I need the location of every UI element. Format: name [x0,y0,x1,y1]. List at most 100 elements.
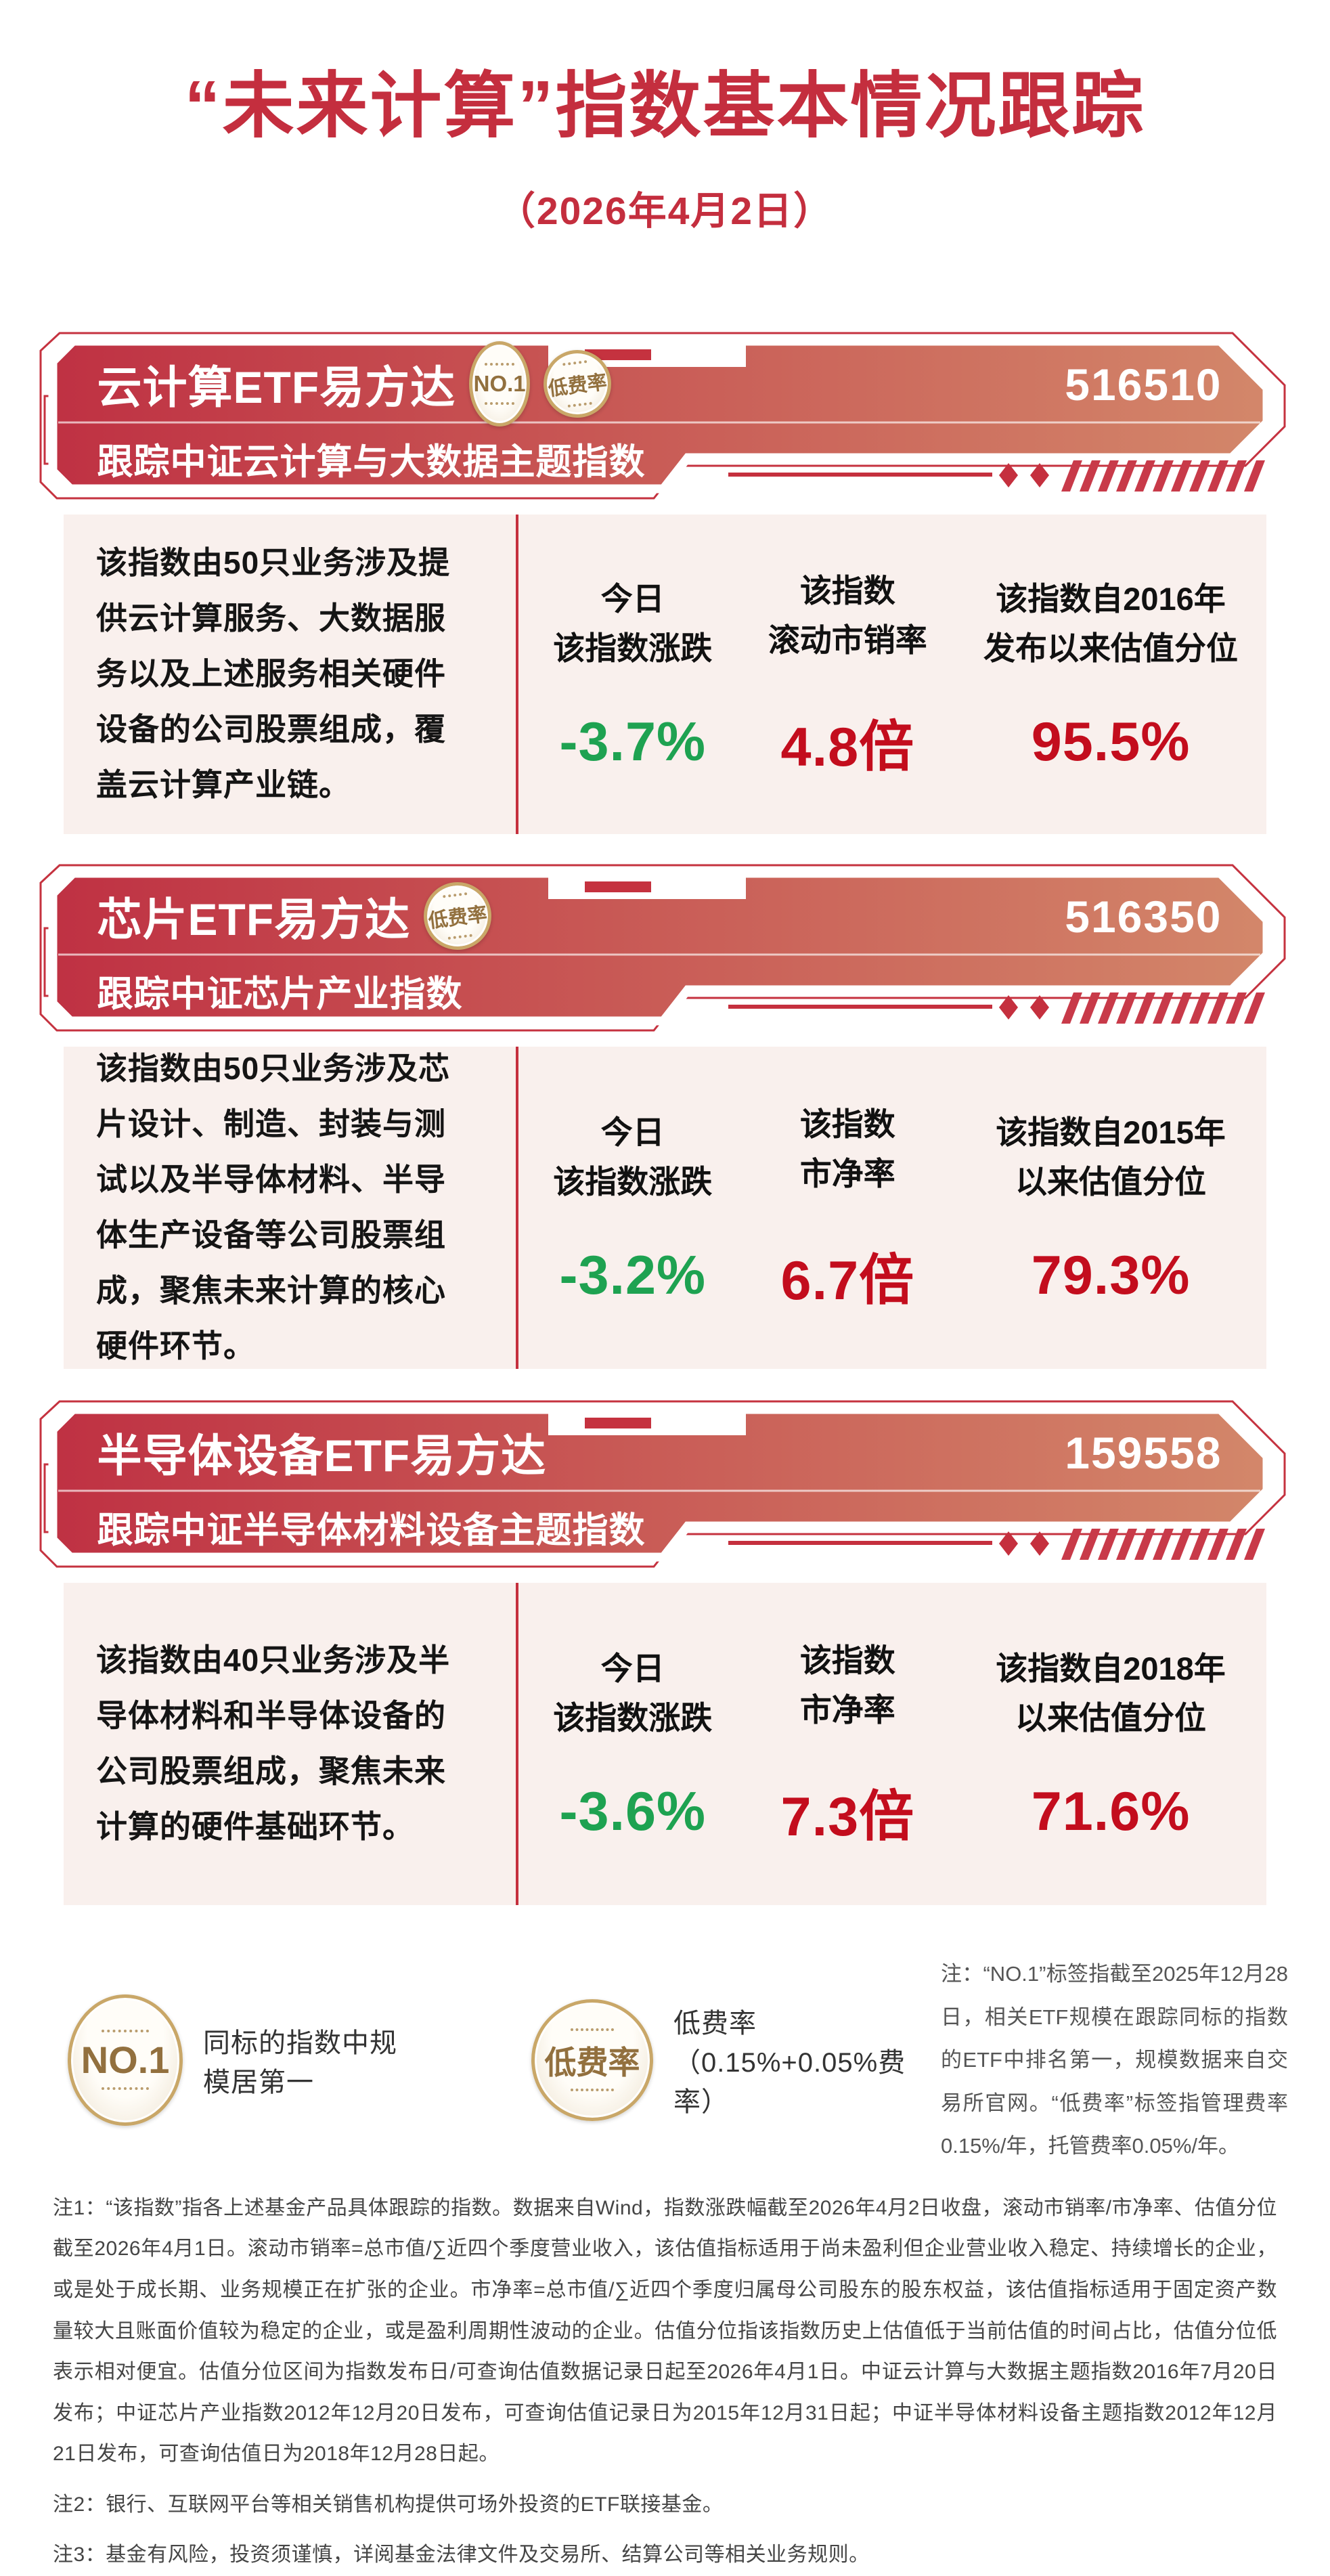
banner-title-row: 云计算ETF易方达 NO.1 低费率 [97,341,615,427]
stats-row: 今日 该指数涨跌 -3.7% 该指数 滚动市销率 4.8倍 该指数自2016年 … [516,567,1266,783]
banner-deco-diamonds [998,995,1049,1020]
banner-title-row: 芯片ETF易方达 低费率 [97,877,495,955]
banner-background-graphic [39,1400,1285,1568]
badge-legend: NO.1 同标的指数中规模居第一 低费率 低费率（0.15%+0.05%费率） … [68,1952,1288,2168]
stat-label: 该指数自2015年 [996,1114,1226,1150]
fund-description: 该指数由50只业务涉及提供云计算服务、大数据服务以及上述服务相关硬件设备的公司股… [96,545,451,802]
badge-dots [562,360,588,366]
stat-label: 以来估值分位 [1015,1163,1207,1200]
no1-badge-icon: NO.1 [469,341,531,427]
stat-value: -3.7% [559,712,707,773]
stat-label: 该指数 [799,1106,895,1142]
stat-valuation-percentile: 该指数自2018年 以来估值分位 71.6% [955,1644,1266,1844]
badge-dots [567,401,593,408]
page-date: （2026年4月2日） [496,190,834,233]
stat-value: -3.2% [559,1245,707,1307]
fund-tracking-index: 跟踪中证半导体材料设备主题指数 [97,1510,646,1550]
stat-label: 今日 [600,1114,665,1150]
stat-label: 该指数自2016年 [996,580,1226,617]
fund-card-chip: 该指数由50只业务涉及芯片设计、制造、封装与测试以及半导体材料、半导体生产设备等… [64,1047,1266,1369]
badge-dots [102,2087,149,2091]
stat-label: 发布以来估值分位 [983,630,1239,666]
stat-value: 7.3倍 [780,1787,915,1848]
banner-shape [48,336,1271,494]
stat-valuation-ratio: 该指数 市净率 6.7倍 [740,1100,956,1316]
stat-label: 该指数 [799,572,895,609]
stat-value: 6.7倍 [780,1250,915,1312]
stat-label: 该指数 [799,1642,895,1678]
badge-label: 低费率 [427,903,489,933]
badge-label: 低费率 [544,2045,640,2081]
badge-legend-note: 注：“NO.1”标签指截至2025年12月28日，相关ETF规模在跟踪同标的指数… [940,1962,1288,2158]
fund-name: 芯片ETF易方达 [97,894,411,944]
stat-daily-change: 今日 该指数涨跌 -3.6% [525,1644,740,1844]
banner-semiconductor-etf: 半导体设备ETF易方达 159558 跟踪中证半导体材料设备主题指数 [39,1400,1291,1569]
fund-code: 516350 [1065,892,1222,942]
low-fee-badge-icon: 低费率 [539,346,615,422]
badge-dots [102,2030,149,2033]
badge-dots [570,2089,614,2092]
footnote-3: 注3：基金有风险，投资须谨慎，详阅基金法律文件及交易所、结算公司等相关业务规则。 [53,2544,870,2567]
stat-label: 滚动市销率 [768,621,927,658]
fund-code: 516510 [1065,359,1222,410]
banner-cloud-etf: 云计算ETF易方达 NO.1 低费率 516510 跟踪中证云计算与大数据主题指… [39,332,1291,501]
banner-notch-dash [584,881,651,892]
fund-card-semiconductor: 该指数由40只业务涉及半导体材料和半导体设备的公司股票组成，聚焦未来计算的硬件基… [64,1583,1266,1905]
no1-badge-icon: NO.1 [68,1994,183,2126]
stat-value: -3.6% [559,1781,707,1843]
stats-row: 今日 该指数涨跌 -3.2% 该指数 市净率 6.7倍 该指数自2015年 以来… [516,1100,1266,1316]
stat-label: 该指数涨跌 [553,1699,713,1736]
badge-dots [485,402,515,405]
banner-deco-diamonds [998,463,1049,487]
stat-value: 4.8倍 [780,717,915,779]
vertical-divider [516,1583,518,1905]
banner-deco-diamonds [998,1531,1049,1556]
fund-tracking-index: 跟踪中证云计算与大数据主题指数 [97,442,646,482]
banner-deco-line [728,473,992,477]
banner-background-graphic [39,332,1285,500]
banner-title-row: 半导体设备ETF易方达 [97,1414,547,1491]
footnotes: 注1：“该指数”指各上述基金产品具体跟踪的指数。数据来自Wind，指数涨跌幅截至… [53,2188,1277,2576]
stat-value: 71.6% [1031,1781,1191,1843]
stat-label: 今日 [600,1650,665,1686]
header: “未来计算”指数基本情况跟踪 （2026年4月2日） [0,0,1330,236]
footnote-2: 注2：银行、互联网平台等相关销售机构提供可场外投资的ETF联接基金。 [53,2493,724,2516]
stat-label: 市净率 [799,1691,895,1728]
banner-notch-dash [584,1418,651,1428]
stat-label: 市净率 [799,1155,895,1192]
fund-code: 159558 [1065,1428,1222,1478]
fund-description: 该指数由50只业务涉及芯片设计、制造、封装与测试以及半导体材料、半导体生产设备等… [96,1051,451,1363]
fund-name: 云计算ETF易方达 [97,362,456,412]
fund-tracking-index: 跟踪中证芯片产业指数 [97,974,463,1014]
vertical-divider [516,1047,518,1369]
stat-valuation-ratio: 该指数 滚动市销率 4.8倍 [740,567,956,783]
banner-background-graphic [39,864,1285,1032]
badge-label: 低费率 [547,371,608,401]
stat-label: 该指数涨跌 [553,1163,713,1200]
stat-valuation-percentile: 该指数自2016年 发布以来估值分位 95.5% [955,575,1266,774]
stat-daily-change: 今日 该指数涨跌 -3.2% [525,1108,740,1308]
badge-dots [443,892,468,898]
banner-deco-line [728,1541,992,1545]
stat-label: 该指数涨跌 [553,630,713,666]
stat-label: 今日 [600,580,665,617]
vertical-divider [516,515,518,834]
banner-deco-line [728,1005,992,1009]
fund-name: 半导体设备ETF易方达 [97,1431,547,1481]
banner-deco-slashes [1061,1529,1265,1560]
badge-label: NO.1 [81,2038,170,2082]
banner-notch-dash [584,349,651,360]
stat-valuation-ratio: 该指数 市净率 7.3倍 [740,1636,956,1852]
low-fee-badge-icon: 低费率 [531,1999,653,2121]
banner-deco-slashes [1061,992,1265,1024]
badge-label: NO.1 [473,371,526,396]
stat-daily-change: 今日 该指数涨跌 -3.7% [525,575,740,774]
fund-card-cloud: 该指数由50只业务涉及提供云计算服务、大数据服务以及上述服务相关硬件设备的公司股… [64,515,1266,834]
low-fee-badge-description: 低费率（0.15%+0.05%费率） [673,2008,906,2117]
no1-badge-description: 同标的指数中规模居第一 [203,2028,397,2097]
footnote-1: 注1：“该指数”指各上述基金产品具体跟踪的指数。数据来自Wind，指数涨跌幅截至… [53,2196,1277,2466]
stat-label: 该指数自2018年 [996,1650,1226,1686]
badge-dots [447,934,473,940]
stat-valuation-percentile: 该指数自2015年 以来估值分位 79.3% [955,1108,1266,1308]
badge-dots [485,363,515,366]
